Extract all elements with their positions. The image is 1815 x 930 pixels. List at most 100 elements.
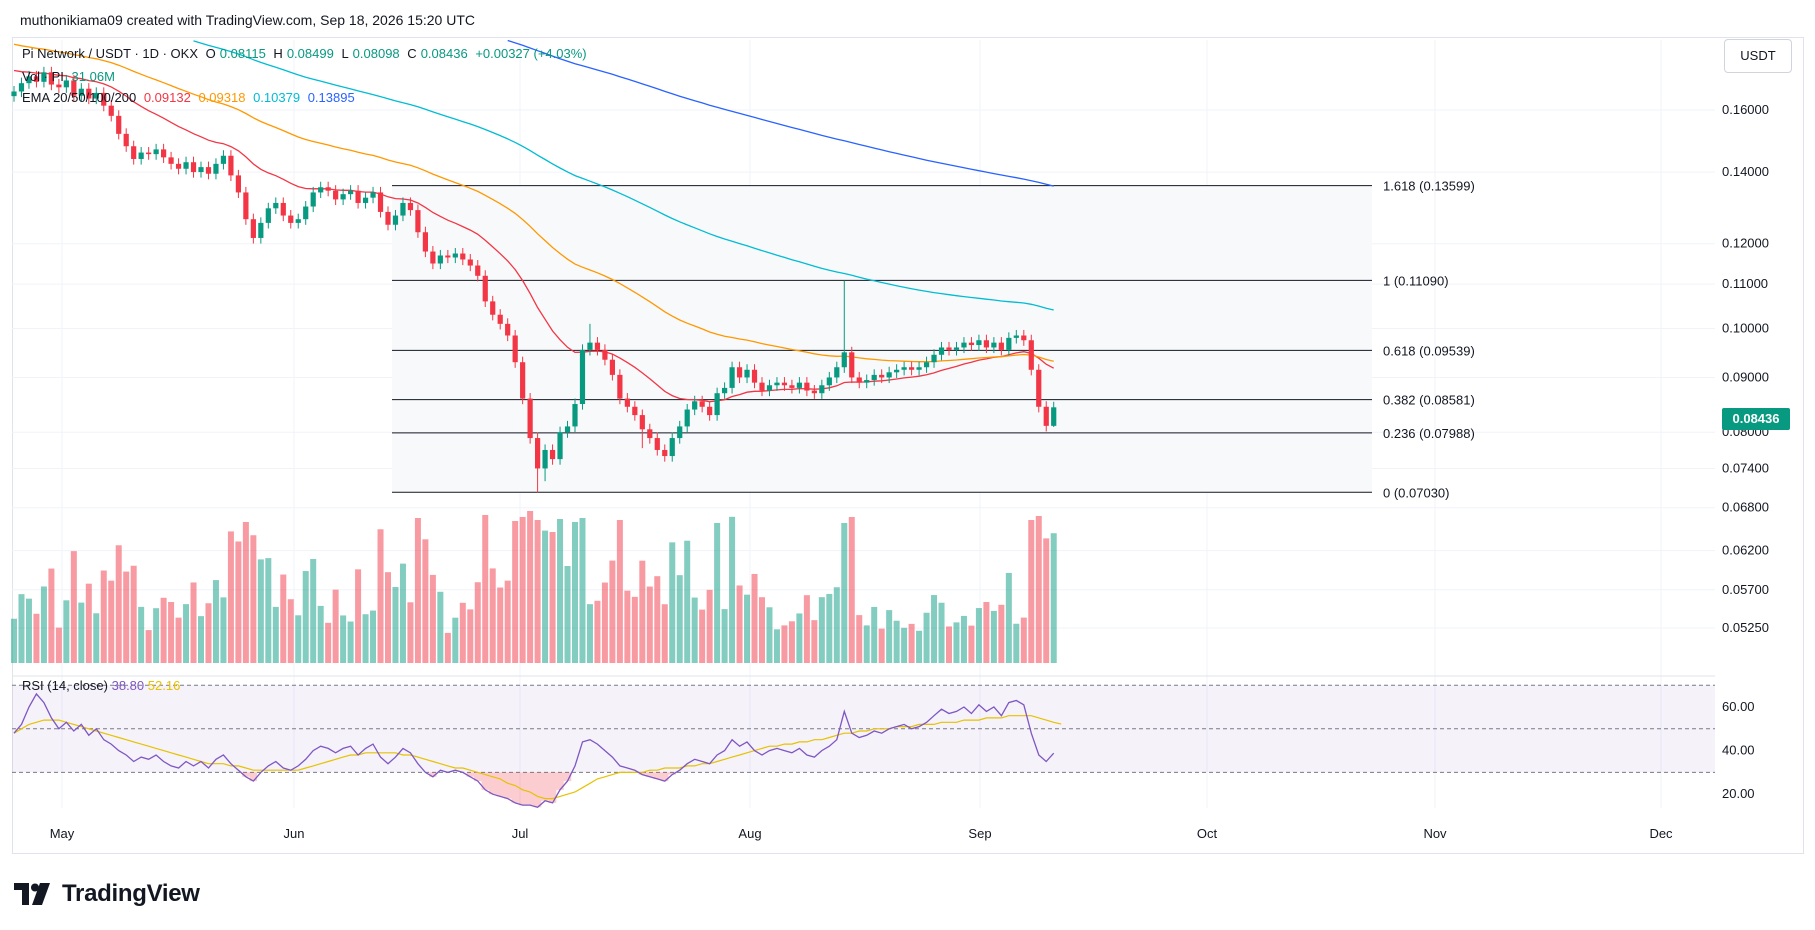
volume-bar xyxy=(676,575,683,663)
candle-body xyxy=(1051,407,1057,426)
candle-body xyxy=(146,152,152,155)
candle-body xyxy=(190,162,197,173)
volume-bars xyxy=(11,511,1057,663)
volume-bar xyxy=(504,580,511,663)
time-tick-label: May xyxy=(50,826,75,841)
volume-bar xyxy=(923,612,930,663)
volume-bar xyxy=(1028,520,1035,663)
candle-body xyxy=(774,382,780,386)
volume-bar xyxy=(18,594,25,663)
candle-body xyxy=(101,92,107,106)
candle-body xyxy=(288,215,294,223)
volume-bar xyxy=(370,610,377,663)
candle-body xyxy=(819,385,825,394)
candle-body xyxy=(901,367,907,370)
volume-legend[interactable]: Vol · PI 31.06M xyxy=(22,69,119,84)
volume-bar xyxy=(55,627,62,663)
volume-bar xyxy=(123,571,130,663)
volume-bar xyxy=(407,602,414,663)
fibonacci-retracement[interactable]: 1.618 (0.13599) 1 (0.11090) 0.618 (0.09539… xyxy=(392,179,1475,501)
candle-body xyxy=(340,194,346,200)
volume-bar xyxy=(519,517,526,663)
candle-body xyxy=(669,438,675,457)
volume-bar xyxy=(639,560,646,663)
ema20-value: 0.09132 xyxy=(143,90,191,105)
candle-body xyxy=(512,335,518,363)
volume-bar xyxy=(953,622,960,663)
volume-bar xyxy=(332,589,339,663)
volume-bar xyxy=(242,522,249,663)
candle-body xyxy=(549,449,556,460)
volume-bar xyxy=(138,606,145,663)
candle-body xyxy=(116,115,122,134)
volume-bar xyxy=(527,511,534,663)
candle-body xyxy=(490,301,496,315)
volume-bar xyxy=(1050,533,1057,663)
time-tick-label: Jul xyxy=(512,826,529,841)
volume-bar xyxy=(145,630,152,663)
candle-body xyxy=(759,382,765,391)
volume-bar xyxy=(25,598,32,663)
candle-body xyxy=(11,91,17,97)
time-tick-label: Aug xyxy=(738,826,761,841)
volume-bar xyxy=(414,518,421,663)
symbol-name[interactable]: Pi Network / USDT · 1D · OKX xyxy=(22,46,199,61)
volume-bar xyxy=(474,582,481,663)
volume-bar xyxy=(811,620,818,663)
volume-bar xyxy=(714,523,721,663)
tradingview-logo-icon xyxy=(14,883,50,905)
candle-body xyxy=(63,80,69,88)
candle-body xyxy=(632,406,638,416)
volume-bar xyxy=(168,602,175,663)
fib-level-label: 0 (0.07030) xyxy=(1383,485,1450,500)
candle-body xyxy=(168,157,174,164)
candle-body xyxy=(677,426,683,439)
candle-body xyxy=(692,401,698,410)
price-tick-label: 0.05700 xyxy=(1722,582,1769,597)
candle-body xyxy=(916,367,922,370)
price-tick-label: 0.05250 xyxy=(1722,620,1769,635)
volume-bar xyxy=(392,587,399,663)
volume-bar xyxy=(93,613,100,663)
candle-body xyxy=(33,76,40,82)
candle-body xyxy=(1028,340,1034,370)
brand-name: TradingView xyxy=(62,880,200,907)
candle-body xyxy=(841,352,847,368)
quote-currency-button[interactable]: USDT xyxy=(1724,39,1792,73)
volume-bar xyxy=(205,603,212,663)
tradingview-brand[interactable]: TradingView xyxy=(14,880,200,908)
volume-value: 31.06M xyxy=(71,69,115,84)
volume-bar xyxy=(871,606,878,663)
rsi-legend[interactable]: RSI (14, close) 38.80 52.16 xyxy=(22,678,180,693)
volume-bar xyxy=(654,576,661,663)
candle-body xyxy=(594,342,601,350)
candle-body xyxy=(430,251,436,264)
axes: 0.16000 0.14000 0.12000 0.11000 0.10000 0.090… xyxy=(50,102,1769,841)
volume-bar xyxy=(437,591,444,663)
price-tick-label: 0.07400 xyxy=(1722,460,1769,475)
ema-legend[interactable]: EMA 20/50/100/200 0.09132 0.09318 0.1037… xyxy=(22,90,359,105)
candle-body xyxy=(684,409,690,427)
volume-bar xyxy=(773,629,780,663)
volume-bar xyxy=(1013,623,1020,663)
candle-body xyxy=(729,367,735,388)
candle-body xyxy=(639,415,645,430)
volume-bar xyxy=(609,560,616,663)
volume-bar xyxy=(355,569,362,663)
candle-body xyxy=(56,84,62,88)
volume-bar xyxy=(990,610,997,663)
candle-body xyxy=(497,314,503,324)
open-label: O xyxy=(205,46,216,61)
volume-bar xyxy=(153,608,160,663)
candle-body xyxy=(392,215,399,225)
volume-bar xyxy=(115,545,122,663)
volume-bar xyxy=(946,626,952,663)
candle-body xyxy=(370,192,376,198)
volume-bar xyxy=(302,571,309,663)
volume-bar xyxy=(190,582,197,663)
volume-bar xyxy=(878,628,885,663)
volume-bar xyxy=(70,551,77,663)
volume-bar xyxy=(691,597,698,663)
